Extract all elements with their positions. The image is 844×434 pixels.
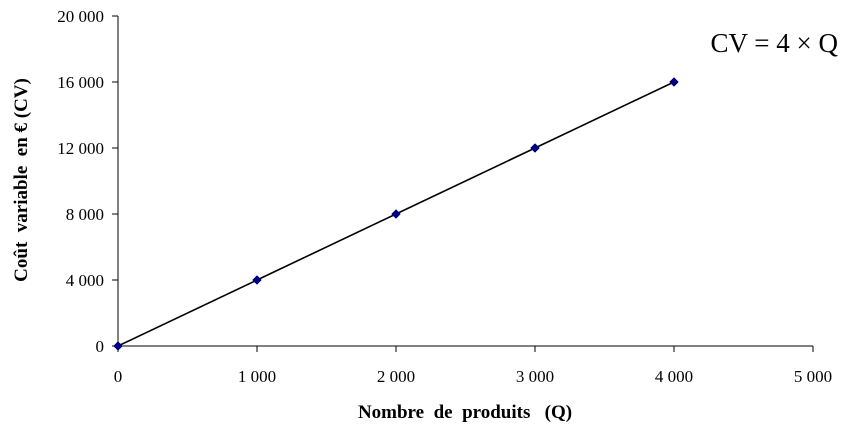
x-tick-label: 0 bbox=[114, 367, 123, 386]
x-axis-ticks: 0 1 000 2 000 3 000 4 000 5 000 bbox=[114, 346, 832, 386]
axes bbox=[117, 16, 813, 347]
y-tick-label: 8 000 bbox=[66, 205, 104, 224]
x-tick-label: 2 000 bbox=[377, 367, 415, 386]
data-point-marker bbox=[252, 275, 262, 285]
y-axis-ticks: 0 4 000 8 000 12 000 16 000 20 000 bbox=[57, 7, 118, 356]
x-tick-label: 4 000 bbox=[655, 367, 693, 386]
y-tick-label: 4 000 bbox=[66, 271, 104, 290]
data-point-marker bbox=[391, 209, 401, 219]
y-tick-label: 20 000 bbox=[57, 7, 104, 26]
x-axis-title: Nombre de produits (Q) bbox=[358, 402, 572, 423]
y-tick-label: 12 000 bbox=[57, 139, 104, 158]
data-point-marker bbox=[669, 77, 679, 87]
x-tick-label: 5 000 bbox=[794, 367, 832, 386]
y-tick-label: 16 000 bbox=[57, 73, 104, 92]
annotation-formula: CV = 4 × Q bbox=[711, 28, 839, 58]
data-point-marker bbox=[113, 341, 123, 351]
series-group bbox=[113, 77, 679, 351]
data-point-marker bbox=[530, 143, 540, 153]
y-tick-label: 0 bbox=[96, 337, 105, 356]
y-axis-title: Coût variable en € (CV) bbox=[11, 78, 32, 282]
x-tick-label: 3 000 bbox=[516, 367, 554, 386]
x-tick-label: 1 000 bbox=[238, 367, 276, 386]
